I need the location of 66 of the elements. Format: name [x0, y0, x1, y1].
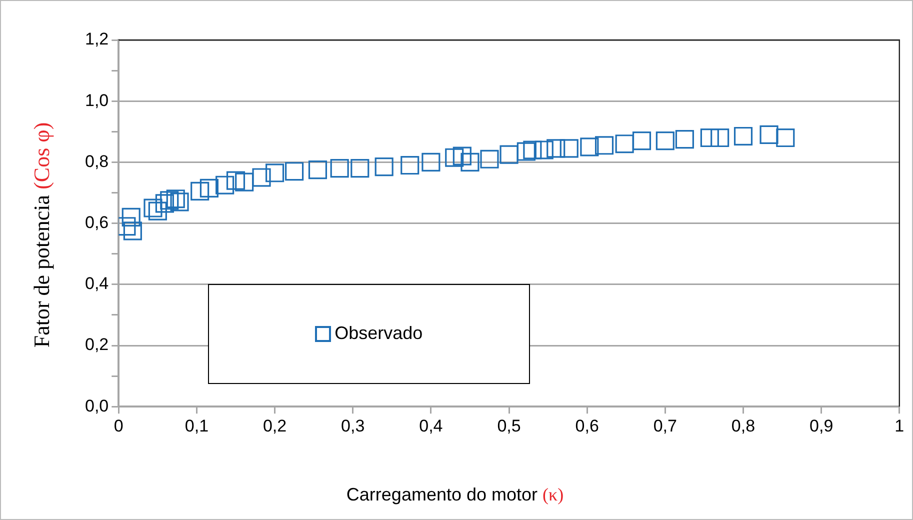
y-tick-label: 0,4 [84, 274, 109, 294]
point [560, 139, 578, 158]
point [700, 128, 719, 148]
x-axis-title: Carregamento do motor (κ) [346, 484, 564, 506]
point [452, 146, 472, 166]
legend-frame: Observado [208, 284, 530, 384]
y-axis-title: Fator de potencia (Cos φ) [29, 122, 55, 348]
y-tick-label: 0,0 [84, 396, 109, 416]
x-tick-label: 0,1 [184, 416, 209, 436]
x-tick-label: 0,9 [810, 416, 834, 436]
x-tick-label: 0,5 [497, 416, 521, 436]
y-tick-label: 1,2 [84, 30, 109, 49]
point [445, 148, 464, 167]
y-tick-label: 0,2 [84, 335, 109, 354]
x-tick-label: 0,2 [262, 416, 287, 436]
point [523, 140, 542, 160]
point [460, 152, 480, 172]
point [776, 128, 795, 148]
point [160, 191, 179, 210]
point [516, 142, 536, 161]
point [144, 198, 162, 218]
point [123, 222, 142, 240]
point [632, 132, 652, 150]
point [285, 162, 304, 181]
point [374, 157, 394, 176]
point [734, 126, 753, 146]
point [226, 171, 246, 190]
point [400, 156, 420, 175]
point [170, 192, 189, 212]
y-tick-label: 1,0 [84, 90, 109, 110]
y-tick-label: 0,6 [84, 212, 109, 232]
point [675, 130, 694, 149]
y-tick-label: 0,8 [84, 152, 109, 171]
point [308, 160, 328, 180]
point [350, 159, 370, 178]
point [330, 159, 349, 178]
point [216, 176, 234, 194]
point [252, 168, 271, 187]
point [615, 134, 634, 154]
point [580, 138, 599, 156]
point [546, 139, 566, 158]
point [422, 152, 440, 172]
point [710, 128, 730, 148]
point [760, 125, 778, 144]
x-tick-label: 0,4 [419, 416, 443, 436]
point [235, 172, 254, 192]
point [200, 178, 218, 198]
point [190, 182, 210, 201]
point [480, 150, 499, 168]
x-tick-label: 0,8 [731, 416, 756, 436]
point [266, 164, 284, 182]
x-tick-label: 0,3 [341, 416, 365, 436]
point [500, 145, 518, 164]
x-tick-label: 0 [114, 416, 124, 436]
legend-label: Observado [334, 323, 423, 344]
point [166, 190, 185, 208]
x-tick-label: 0,6 [575, 416, 599, 436]
x-tick-label: 1 [894, 416, 904, 436]
point [656, 132, 674, 150]
point [155, 194, 174, 213]
point [594, 136, 614, 155]
point [122, 208, 140, 226]
point [148, 202, 167, 220]
x-tick-label: 0,7 [653, 416, 677, 436]
point [534, 140, 554, 160]
point [118, 217, 136, 236]
